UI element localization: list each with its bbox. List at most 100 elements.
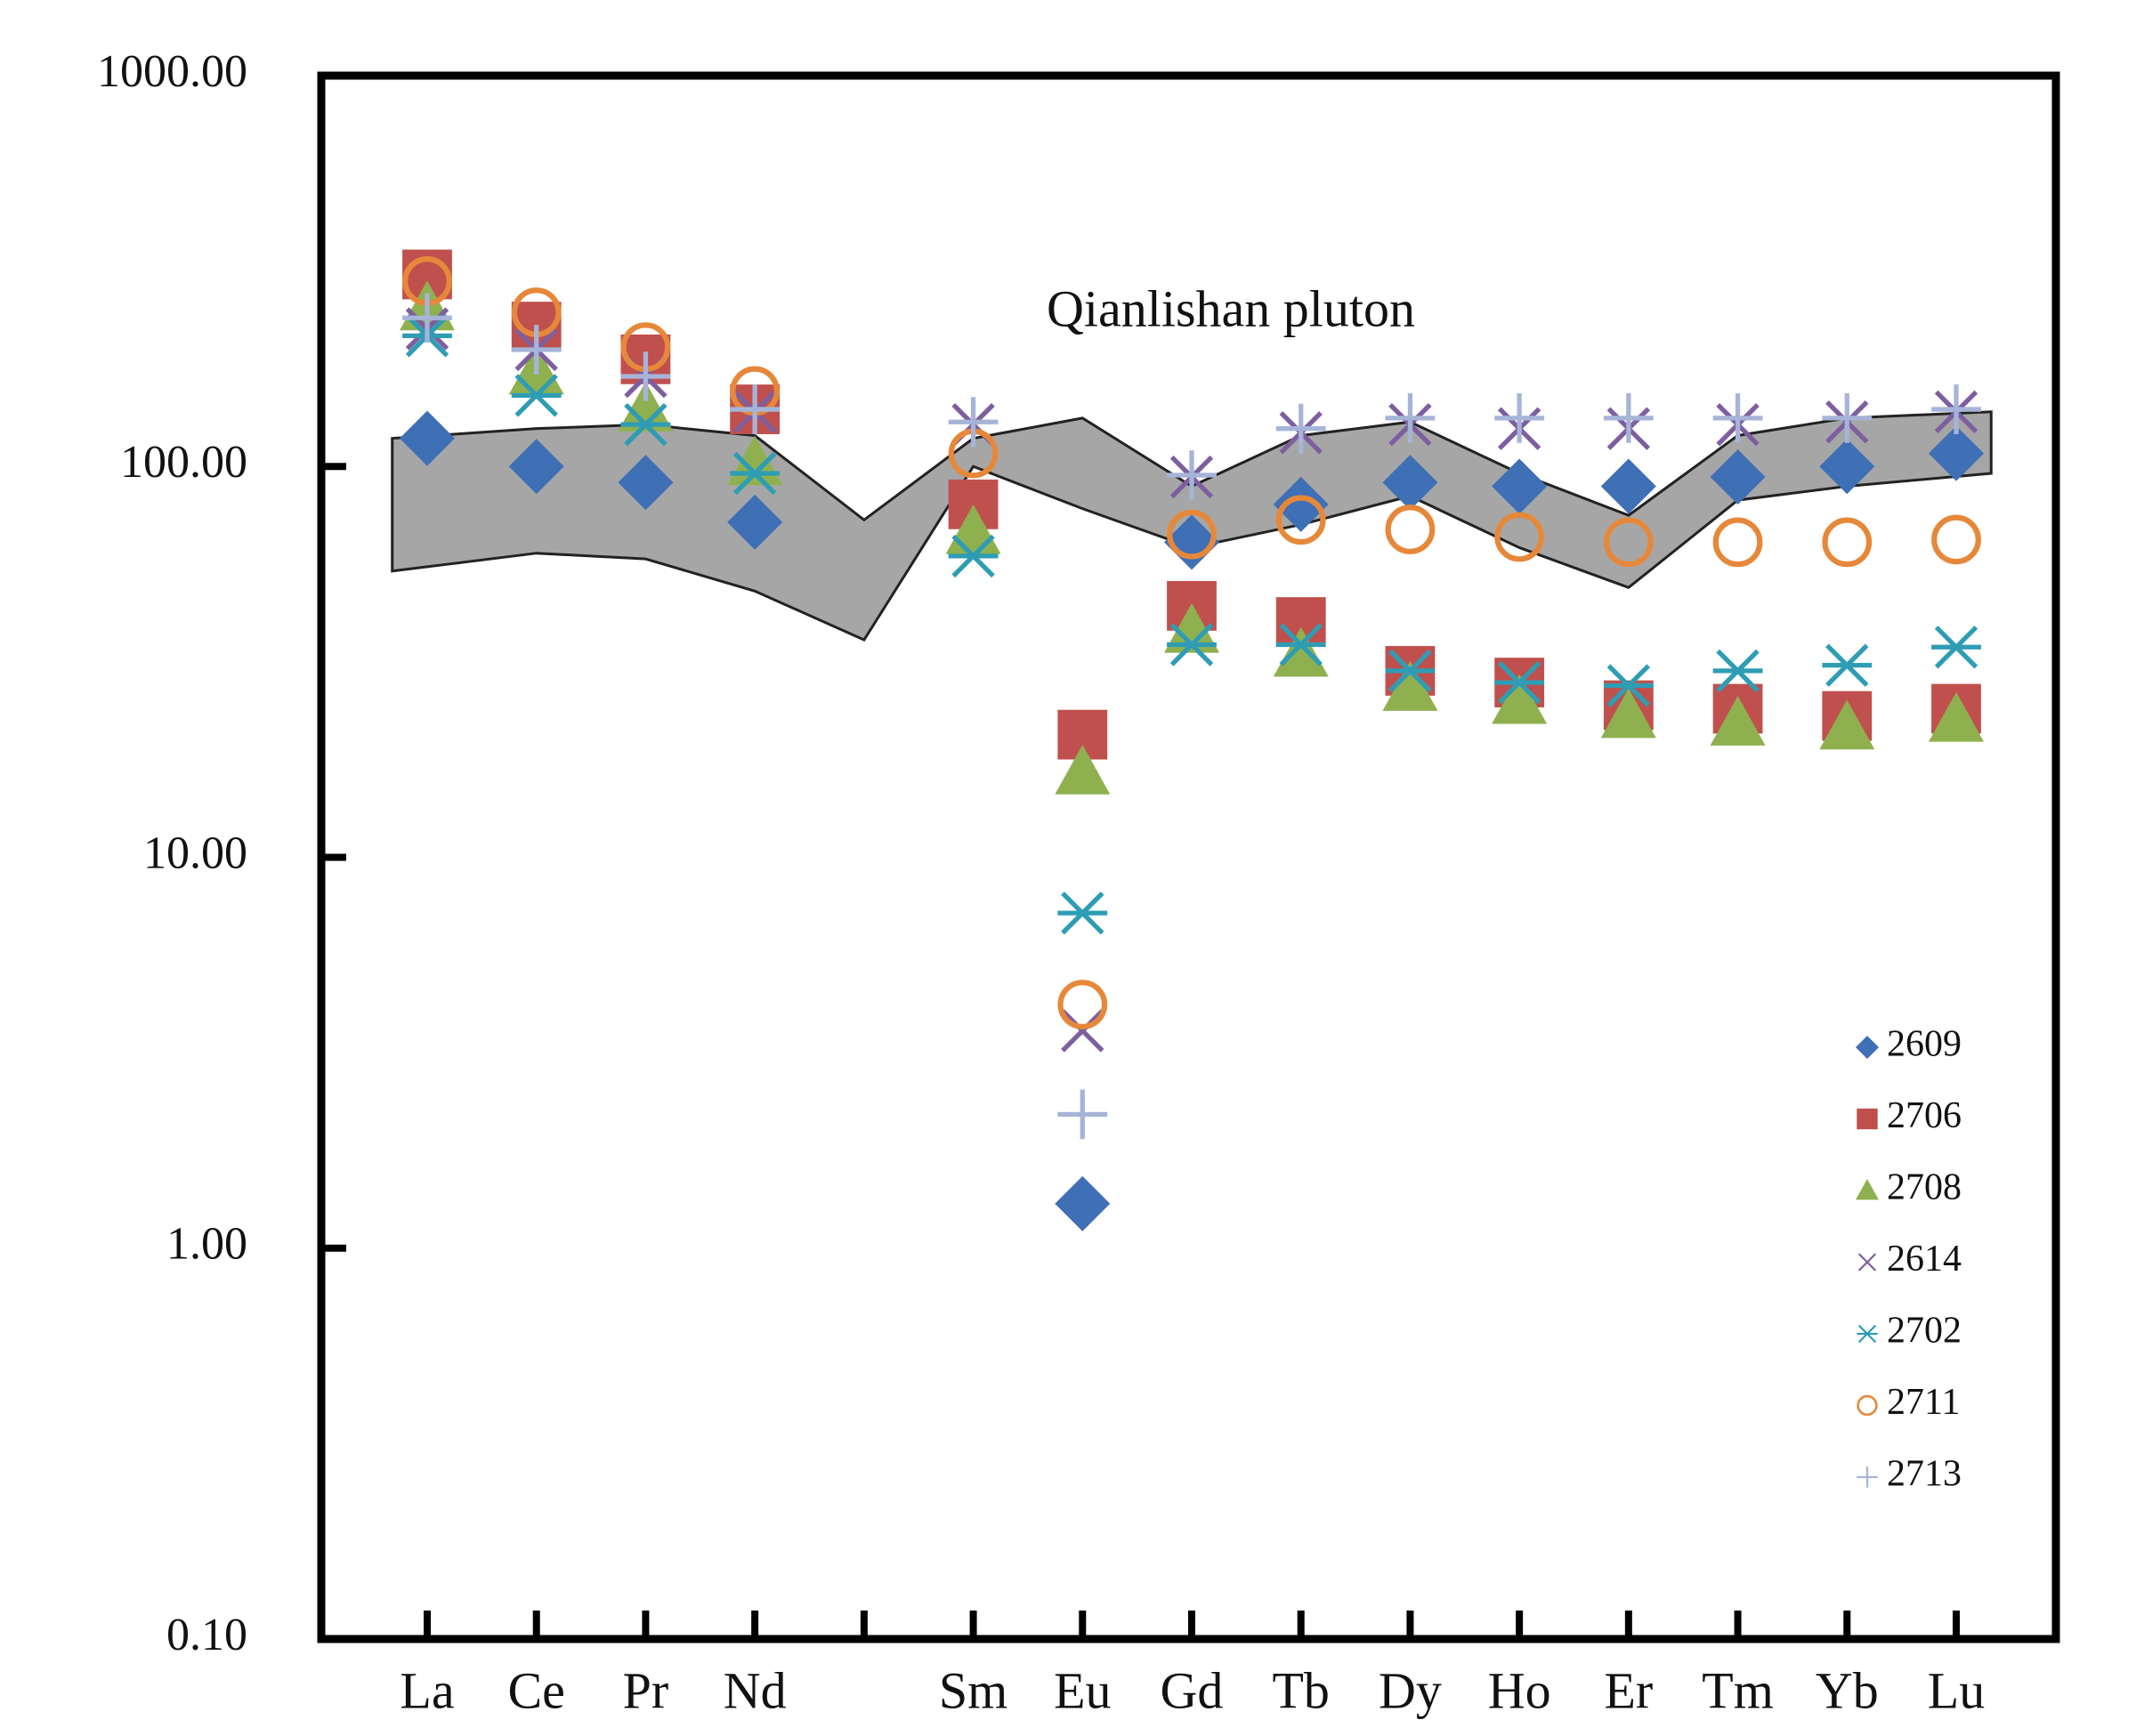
data-point	[511, 374, 562, 417]
data-point	[1057, 980, 1108, 1029]
data-point	[1275, 495, 1326, 545]
data-point	[1822, 392, 1873, 443]
data-point	[1385, 392, 1436, 443]
data-point	[620, 402, 671, 447]
data-point	[1494, 512, 1545, 562]
data-point	[1712, 392, 1763, 443]
data-point	[948, 397, 999, 448]
legend-item: 2706	[1857, 1095, 1962, 1136]
data-point	[1167, 623, 1217, 666]
data-point	[618, 455, 674, 511]
data-point	[1382, 455, 1438, 511]
data-point	[1382, 661, 1438, 711]
data-point	[1494, 392, 1545, 443]
data-point	[1164, 602, 1219, 653]
data-point	[1822, 517, 1873, 568]
data-point	[1819, 699, 1875, 750]
data-point	[727, 494, 783, 550]
x-tick-label: Dy	[1379, 1661, 1442, 1719]
legend-marker	[1857, 1253, 1877, 1272]
y-tick-label: 0.10	[166, 1610, 247, 1660]
data-point	[400, 410, 455, 466]
data-point	[1710, 696, 1766, 746]
data-point	[1822, 643, 1873, 687]
data-point	[1931, 514, 1981, 565]
data-point	[1055, 1175, 1111, 1231]
legend-item: 2713	[1857, 1454, 1962, 1495]
data-point	[1164, 514, 1219, 570]
legend-item: 2609	[1856, 1024, 1962, 1065]
data-point	[1929, 691, 1984, 742]
data-point	[1929, 425, 1984, 481]
x-tick-label: Eu	[1054, 1661, 1111, 1719]
y-tick-label: 10.00	[143, 828, 247, 878]
legend-label: 2711	[1887, 1382, 1960, 1423]
legend-label: 2702	[1887, 1311, 1962, 1352]
data-point	[1275, 403, 1326, 454]
data-point	[1931, 384, 1981, 434]
data-point	[1492, 674, 1548, 724]
data-point	[948, 534, 999, 578]
data-point	[1931, 626, 1981, 669]
legend-marker	[1856, 1179, 1879, 1200]
x-tick-label: Ce	[507, 1661, 564, 1719]
data-point	[1819, 439, 1875, 495]
legend-label: 2708	[1887, 1167, 1962, 1208]
legend-label: 2609	[1887, 1024, 1962, 1065]
x-tick-label: Tm	[1702, 1661, 1774, 1719]
data-point	[1603, 517, 1654, 568]
data-point	[1712, 649, 1763, 693]
legend-item: 2702	[1857, 1311, 1962, 1352]
x-tick-label: Ho	[1488, 1661, 1551, 1719]
data-point	[1273, 626, 1329, 677]
data-point	[1167, 509, 1217, 560]
x-tick-label: Nd	[724, 1661, 787, 1719]
legend-marker	[1857, 1394, 1878, 1417]
x-tick-label: Gd	[1161, 1661, 1224, 1719]
data-point	[730, 451, 781, 496]
data-point	[1492, 458, 1548, 514]
data-point	[730, 384, 781, 434]
legend-label: 2706	[1887, 1095, 1962, 1136]
data-point	[1055, 744, 1111, 795]
data-point	[511, 325, 562, 375]
data-point	[1494, 660, 1545, 705]
data-point	[1385, 505, 1436, 554]
x-tick-label: Sm	[939, 1661, 1007, 1719]
legend-label: 2614	[1887, 1239, 1962, 1280]
legend-marker	[1857, 1324, 1878, 1344]
data-point	[620, 351, 671, 401]
y-tick-label: 1.00	[166, 1219, 247, 1270]
data-point	[1603, 664, 1654, 707]
legend-marker	[1856, 1036, 1879, 1059]
annotation: Qianlishan pluton	[1047, 279, 1415, 337]
data-point	[1057, 1089, 1108, 1140]
data-point	[1385, 649, 1436, 693]
x-tick-label: Tb	[1272, 1661, 1329, 1719]
data-point	[1061, 1009, 1104, 1053]
y-tick-label: 100.00	[120, 437, 247, 488]
legend-item: 2711	[1857, 1382, 1960, 1423]
data-point	[1600, 458, 1656, 514]
data-point	[508, 439, 564, 495]
x-tick-label: Er	[1604, 1661, 1653, 1719]
legend-marker	[1857, 1108, 1878, 1130]
legend-item: 2708	[1856, 1167, 1962, 1208]
legend-marker	[1857, 1466, 1878, 1488]
data-point	[1712, 517, 1763, 568]
legend-label: 2713	[1887, 1454, 1962, 1495]
x-tick-label: Pr	[623, 1661, 669, 1719]
data-point	[1603, 392, 1654, 443]
data-point	[1600, 688, 1656, 739]
data-point	[1275, 623, 1326, 666]
x-tick-label: Lu	[1928, 1661, 1985, 1719]
data-point	[618, 382, 674, 432]
data-point	[1057, 891, 1108, 935]
y-tick-label: 1000.00	[97, 46, 247, 97]
data-point	[402, 293, 452, 343]
data-point	[1167, 450, 1217, 500]
data-point	[1273, 476, 1329, 532]
x-tick-label: Yb	[1816, 1661, 1879, 1719]
legend-item: 2614	[1857, 1239, 1962, 1280]
